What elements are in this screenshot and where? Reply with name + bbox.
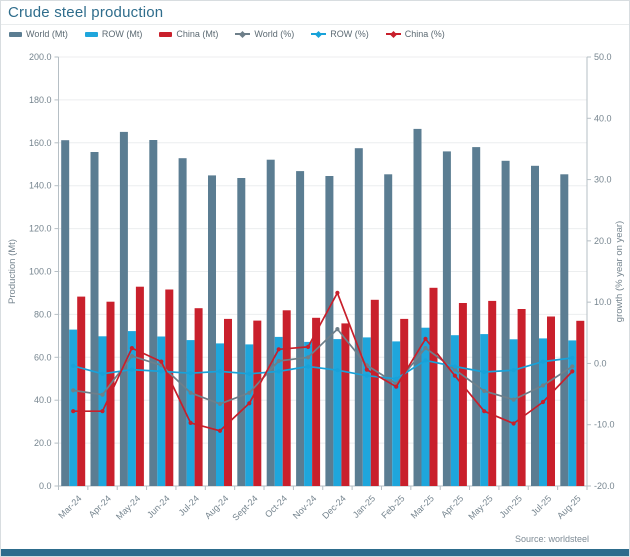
legend-item-world-mt[interactable]: World (Mt) [9,29,68,39]
svg-text:20.0: 20.0 [34,438,52,448]
svg-text:Nov-24: Nov-24 [291,493,319,521]
svg-text:40.0: 40.0 [594,113,612,123]
svg-text:30.0: 30.0 [594,175,612,185]
legend-item-china[interactable]: China (%) [385,29,445,39]
legend-line-marker-icon [385,33,401,35]
y-axis-left: 0.0 20.0 40.0 60.0 80.0 100.0 120.0 140.0 160.0 1… [29,52,59,491]
svg-text:60.0: 60.0 [34,352,52,362]
title-divider [1,24,629,25]
svg-text:0.0: 0.0 [39,481,52,491]
svg-text:May-25: May-25 [466,493,494,521]
x-axis-labels: Mar-24 Apr-24 May-24 Jun-24 Jul-24 Aug-24 Sept… [56,493,582,522]
bar-series-row-mt [69,327,577,486]
svg-text:Jun-25: Jun-25 [497,493,524,520]
x-axis [58,57,588,490]
svg-text:May-24: May-24 [114,493,142,521]
legend-item-label: World (Mt) [26,29,68,39]
svg-text:Dec-24: Dec-24 [320,493,348,521]
legend-item-label: ROW (Mt) [101,29,143,39]
svg-text:Aug-25: Aug-25 [555,493,583,521]
svg-text:-10.0: -10.0 [594,420,615,430]
legend-item-row-mt[interactable]: ROW (Mt) [84,29,143,39]
svg-text:120.0: 120.0 [29,224,52,234]
line-series-row [71,355,575,381]
legend-bar-swatch-icon [159,31,173,37]
svg-text:Apr-24: Apr-24 [87,493,113,519]
gridlines [58,56,587,444]
svg-text:180.0: 180.0 [29,95,52,105]
svg-text:Mar-25: Mar-25 [409,493,436,520]
svg-text:Oct-24: Oct-24 [263,493,289,519]
svg-text:Feb-25: Feb-25 [379,493,406,520]
y-axis-right: -20.0 -10.0 0.0 10.0 20.0 30.0 40.0 50.0 [587,52,615,491]
legend-item-world[interactable]: World (%) [235,29,294,39]
svg-text:Mar-24: Mar-24 [56,493,83,520]
source-note: Source: worldsteel [514,534,589,544]
svg-text:80.0: 80.0 [34,309,52,319]
legend-item-label: China (%) [404,29,445,39]
footer-accent-bar [1,549,629,556]
right-axis-title: growth (% year on year) [614,221,625,322]
legend-item-label: ROW (%) [330,29,369,39]
svg-text:Apr-25: Apr-25 [439,493,465,519]
legend-line-marker-icon [311,33,327,35]
legend-item-row[interactable]: ROW (%) [311,29,369,39]
svg-text:50.0: 50.0 [594,52,612,62]
svg-text:200.0: 200.0 [29,52,52,62]
legend-item-china-mt[interactable]: China (Mt) [159,29,218,39]
svg-text:Aug-24: Aug-24 [203,493,231,521]
bar-series-world-mt [61,128,569,487]
svg-text:Jul-25: Jul-25 [529,493,553,517]
left-axis-title: Production (Mt) [7,239,18,304]
svg-text:100.0: 100.0 [29,267,52,277]
svg-text:-20.0: -20.0 [594,481,615,491]
svg-text:Sept-24: Sept-24 [230,493,259,522]
svg-text:140.0: 140.0 [29,181,52,191]
svg-text:Jun-24: Jun-24 [145,493,172,520]
legend-bar-swatch-icon [9,31,22,37]
chart-title: Crude steel production [8,4,164,21]
legend-bar-swatch-icon [84,31,98,37]
svg-text:20.0: 20.0 [594,236,612,246]
line-series-world [71,327,575,406]
svg-text:10.0: 10.0 [594,297,612,307]
svg-text:40.0: 40.0 [34,395,52,405]
legend-line-marker-icon [235,33,251,35]
line-series-china [71,290,575,433]
legend-item-label: World (%) [254,29,295,39]
svg-text:Jan-25: Jan-25 [351,493,378,520]
svg-text:Jul-24: Jul-24 [177,493,201,517]
chart-legend: World (Mt) ROW (Mt) China (Mt) World (%) ROW… [9,29,445,39]
svg-text:0.0: 0.0 [594,358,607,368]
legend-item-label: China (Mt) [176,29,219,39]
svg-text:160.0: 160.0 [29,138,52,148]
